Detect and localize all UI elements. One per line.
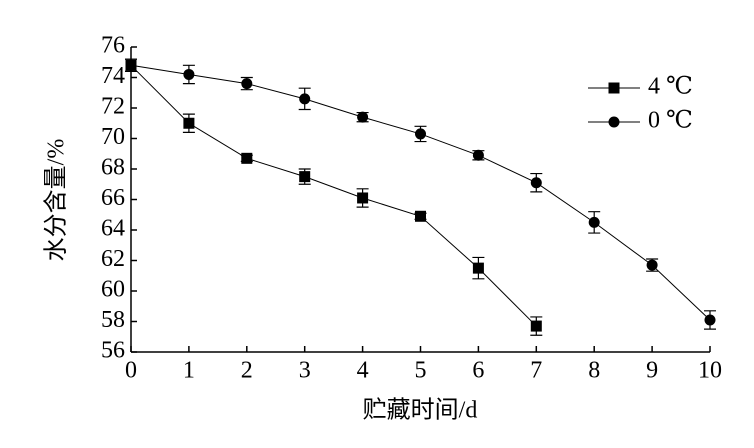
series-line	[130, 64, 537, 327]
data-point	[125, 59, 137, 71]
x-tick-label: 1	[183, 358, 195, 384]
data-point	[241, 152, 253, 164]
data-point	[415, 210, 426, 222]
data-point	[299, 171, 311, 183]
x-tick-label: 0	[125, 358, 137, 384]
y-tick-label: 58	[101, 307, 125, 333]
x-tick-label: 2	[241, 358, 253, 384]
y-tick-label: 66	[101, 185, 125, 211]
series-line	[130, 64, 711, 321]
y-tick-label: 76	[101, 33, 125, 59]
legend-marker	[608, 82, 620, 94]
x-axis-label: 贮藏时间/d	[363, 397, 478, 424]
legend-marker	[608, 116, 620, 128]
y-axis-label: 水分含量/%	[43, 139, 70, 262]
x-tick-label: 6	[472, 358, 484, 384]
data-point	[357, 111, 369, 123]
data-point	[241, 78, 253, 90]
y-tick-label: 62	[101, 246, 125, 272]
data-point	[183, 68, 195, 80]
x-tick-label: 8	[588, 358, 600, 384]
data-point	[646, 259, 658, 271]
y-tick-label: 68	[101, 155, 125, 181]
data-point	[472, 149, 484, 161]
y-tick-label: 60	[101, 277, 125, 303]
y-tick-label: 72	[101, 94, 125, 120]
data-point	[357, 192, 369, 204]
y-tick-label: 74	[101, 63, 125, 89]
y-tick-label: 56	[101, 338, 125, 364]
x-tick-label: 3	[299, 358, 311, 384]
y-tick-label: 70	[101, 124, 125, 150]
y-tick-label: 64	[101, 216, 125, 242]
x-tick-label: 10	[698, 358, 722, 384]
x-tick-label: 5	[415, 358, 427, 384]
x-tick-label: 9	[646, 358, 658, 384]
data-point	[704, 314, 716, 326]
data-point	[530, 177, 542, 189]
data-point	[415, 128, 426, 140]
legend-label: 0 ℃	[648, 108, 693, 134]
x-tick-label: 7	[530, 358, 542, 384]
legend-label: 4 ℃	[648, 74, 693, 100]
x-tick-label: 4	[357, 358, 369, 384]
data-point	[472, 262, 484, 274]
data-point	[183, 117, 195, 129]
data-point	[588, 216, 600, 228]
data-point	[299, 93, 311, 105]
data-point	[530, 320, 542, 332]
